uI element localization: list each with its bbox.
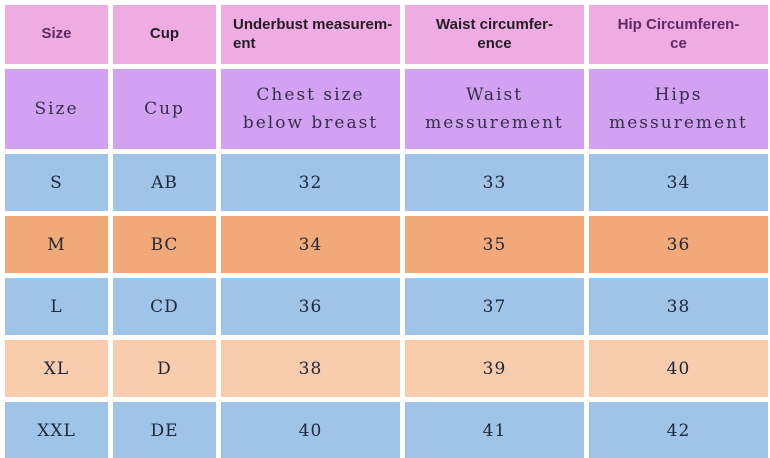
cell-waist: 33	[482, 172, 507, 193]
cell-cup: CD	[150, 296, 179, 317]
cell-underbust: 40	[298, 420, 323, 441]
subheader-cell-hip: Hips messurement	[609, 84, 748, 133]
cell-underbust: 36	[298, 296, 323, 317]
cell-size: S	[50, 172, 63, 193]
cell-cup: AB	[151, 172, 178, 193]
subheader-cell-cup: Cup	[144, 98, 185, 119]
subheader-row: Size Cup Chest size below breast Waist m…	[5, 69, 768, 149]
subheader-cell-underbust: Chest size below breast	[242, 84, 379, 133]
cell-waist: 37	[482, 296, 507, 317]
table-row: L CD 36 37 38	[5, 278, 768, 335]
cell-hip: 36	[666, 234, 691, 255]
table-row: XXL DE 40 41 42	[5, 402, 768, 458]
cell-hip: 38	[666, 296, 691, 317]
cell-cup: BC	[150, 234, 179, 255]
table-row: M BC 34 35 36	[5, 216, 768, 273]
subheader-cell-waist: Waist messurement	[425, 84, 564, 133]
cell-cup: DE	[150, 420, 179, 441]
header-row: Size Cup Underbust measurem- ent Waist c…	[5, 5, 768, 64]
cell-waist: 39	[482, 358, 507, 379]
table-row: XL D 38 39 40	[5, 340, 768, 397]
header-cell-size: Size	[41, 25, 72, 43]
header-cell-cup: Cup	[149, 25, 180, 43]
cell-underbust: 34	[298, 234, 323, 255]
cell-hip: 42	[666, 420, 691, 441]
cell-size: L	[50, 296, 63, 317]
cell-waist: 35	[482, 234, 507, 255]
cell-waist: 41	[482, 420, 507, 441]
cell-size: XL	[43, 358, 70, 379]
cell-underbust: 32	[298, 172, 323, 193]
cell-cup: D	[157, 358, 172, 379]
table-row: S AB 32 33 34	[5, 154, 768, 211]
cell-underbust: 38	[298, 358, 323, 379]
header-cell-underbust: Underbust measurem- ent	[233, 15, 393, 52]
cell-hip: 40	[666, 358, 691, 379]
header-cell-waist: Waist circumfer- ence	[436, 15, 553, 52]
cell-size: M	[47, 234, 66, 255]
cell-hip: 34	[666, 172, 691, 193]
subheader-cell-size: Size	[34, 98, 79, 119]
header-cell-hip: Hip Circumferen- ce	[617, 15, 740, 52]
cell-size: XXL	[37, 420, 76, 441]
